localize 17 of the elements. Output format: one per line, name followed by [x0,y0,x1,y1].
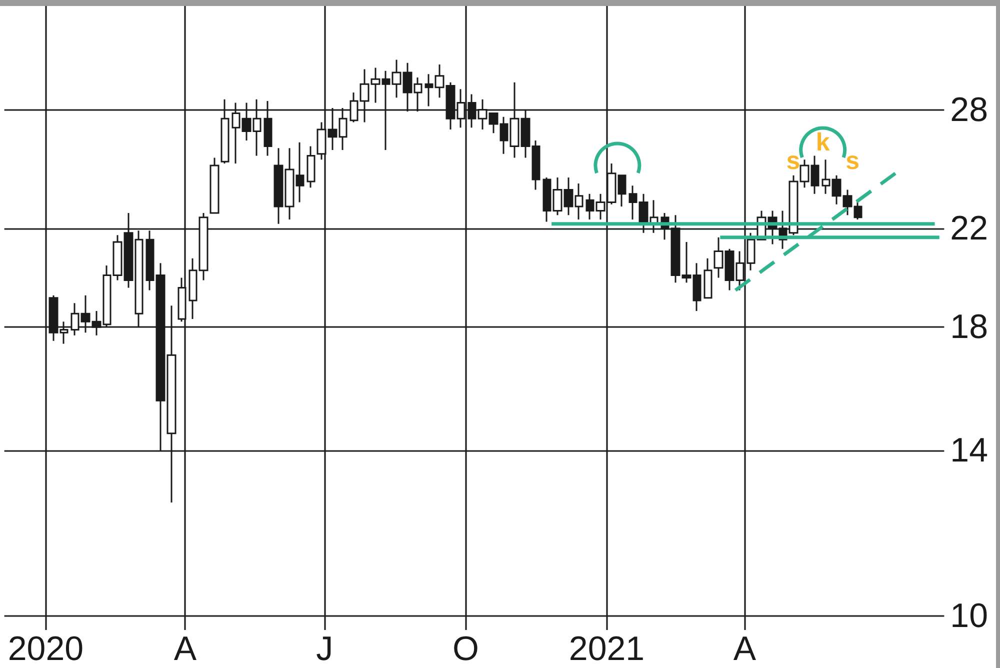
y-tick-label: 10 [950,597,988,636]
candlestick [704,258,712,299]
x-tick-label: 2020 [8,630,84,668]
x-tick-label: A [733,630,756,668]
x-tick-label: A [174,630,197,668]
annotation: s [846,147,860,176]
annotation: k [816,128,830,156]
x-tick-label: O [452,630,479,668]
annotation: s [786,147,800,176]
x-tick-label: 2021 [568,630,645,668]
y-tick-label: 28 [950,90,988,129]
y-tick-label: 22 [950,209,988,248]
x-tick-label: J [316,630,334,668]
y-tick-label: 18 [950,308,988,346]
y-tick-label: 14 [950,432,988,470]
candlestick [306,145,316,188]
candlestick [210,156,220,214]
